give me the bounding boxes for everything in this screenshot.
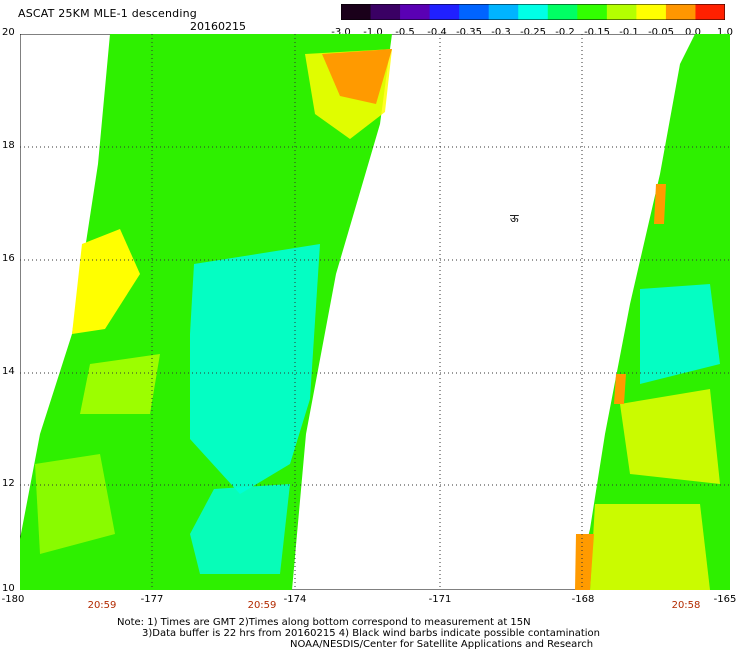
time-label-1: 20:59: [87, 600, 117, 611]
colorbar-labels: -3.0 -1.0 -0.5 -0.4 -0.35 -0.3 -0.25 -0.2 -0.15-…: [330, 27, 733, 39]
lon-label-177: -177: [140, 594, 164, 605]
right-swath: [575, 34, 730, 590]
product-date: 20160215: [190, 20, 246, 33]
lat-label-18: 18: [2, 140, 15, 151]
lon-label-180: -180: [1, 594, 25, 605]
colorbar-segment: [636, 4, 667, 20]
colorbar-tick-label: -0.05: [648, 27, 674, 38]
colorbar-tick-label: -0.3: [491, 27, 511, 38]
colorbar-segment: [665, 4, 697, 20]
colorbar-segment: [577, 4, 608, 20]
colorbar-tick-label: 1.0: [717, 27, 733, 38]
lon-label-174: -174: [283, 594, 307, 605]
colorbar-tick-label: -0.5: [395, 27, 415, 38]
colorbar-tick-label: -0.1: [619, 27, 639, 38]
lon-label-171: -171: [428, 594, 452, 605]
product-title: ASCAT 25KM MLE-1 descending: [18, 7, 197, 20]
left-swath: [20, 34, 392, 590]
colorbar-tick-label: -0.35: [456, 27, 482, 38]
lat-label-20: 20: [2, 27, 15, 38]
colorbar-segment: [488, 4, 519, 20]
lon-label-165: -165: [713, 594, 737, 605]
colorbar-segment: [518, 4, 549, 20]
colorbar-segment: [370, 4, 401, 20]
wind-map: ऊ: [20, 34, 730, 590]
colorbar-tick-label: -0.25: [520, 27, 546, 38]
time-label-2: 20:59: [247, 600, 277, 611]
note-line-1: Note: 1) Times are GMT 2)Times along bot…: [117, 617, 531, 628]
note-line-2: 3)Data buffer is 22 hrs from 20160215 4)…: [142, 628, 600, 639]
colorbar-tick-label: -0.4: [427, 27, 447, 38]
lat-label-10: 10: [2, 583, 15, 594]
colorbar-segment: [400, 4, 431, 20]
wind-barb-symbol: ऊ: [510, 212, 519, 225]
colorbar-tick-label: -3.0: [331, 27, 351, 38]
colorbar-segment: [341, 4, 372, 20]
colorbar-tick-label: -0.15: [584, 27, 610, 38]
lat-label-12: 12: [2, 478, 15, 489]
colorbar-tick-label: -0.2: [555, 27, 575, 38]
colorbar-segment: [606, 4, 637, 20]
time-label-3: 20:58: [671, 600, 701, 611]
note-line-3: NOAA/NESDIS/Center for Satellite Applica…: [290, 639, 594, 650]
colorbar-tick-label: -1.0: [363, 27, 383, 38]
lat-label-16: 16: [2, 253, 15, 264]
colorbar-segment: [459, 4, 490, 20]
colorbar-tick-label: 0.0: [685, 27, 701, 38]
colorbar-segment: [429, 4, 460, 20]
lat-label-14: 14: [2, 366, 15, 377]
colorbar-segment: [547, 4, 578, 20]
lon-label-168: -168: [571, 594, 595, 605]
colorbar-segment: [695, 4, 725, 20]
colorbar: [341, 4, 725, 20]
grid-lines: [20, 34, 730, 590]
